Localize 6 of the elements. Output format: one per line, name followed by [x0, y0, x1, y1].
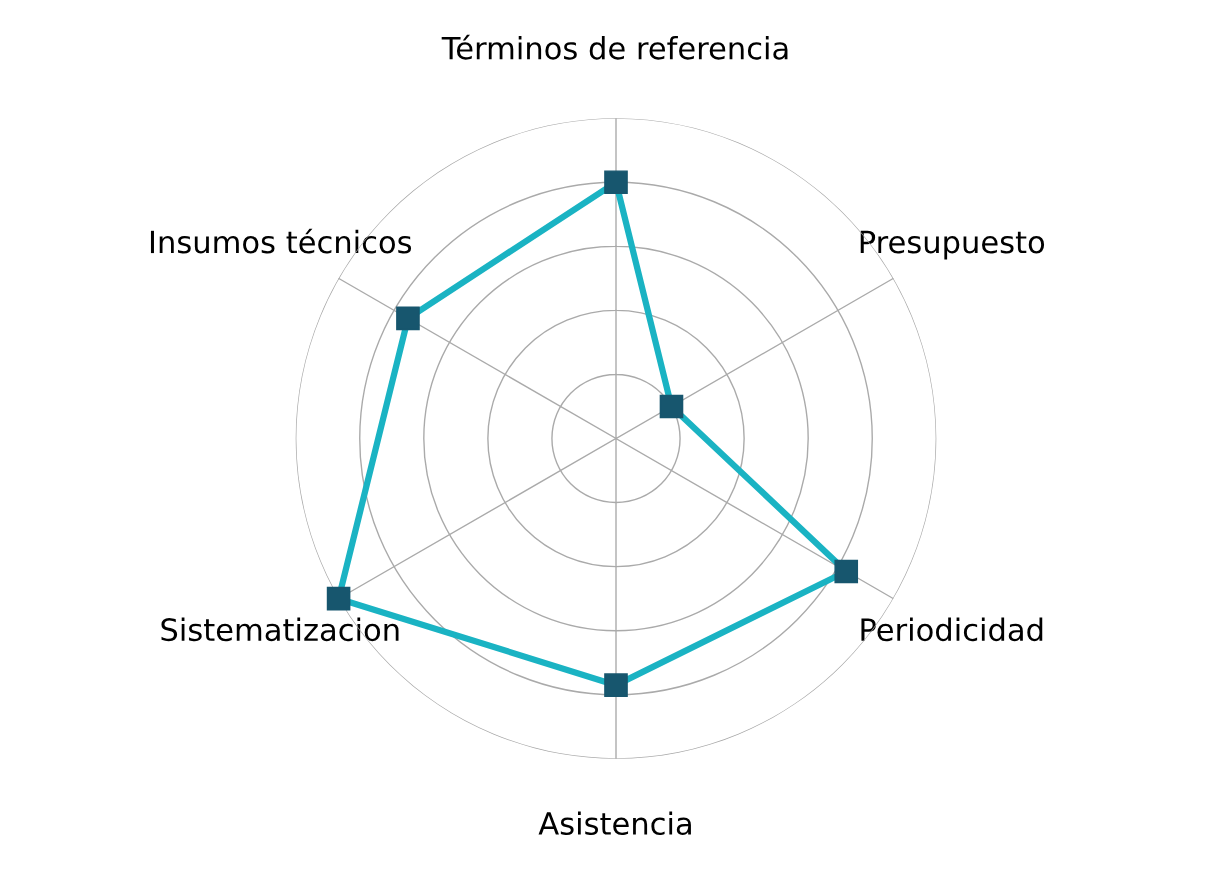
spoke-label: Insumos técnicos	[150, 228, 412, 254]
spoke-label: Sistematizacion	[161, 617, 399, 642]
spoke-label: Términos de referencia	[441, 34, 788, 60]
spoke-label: Asistencia	[538, 811, 691, 836]
spoke-label: Periodicidad	[861, 617, 1043, 642]
spoke-label: Presupuesto	[860, 230, 1045, 260]
